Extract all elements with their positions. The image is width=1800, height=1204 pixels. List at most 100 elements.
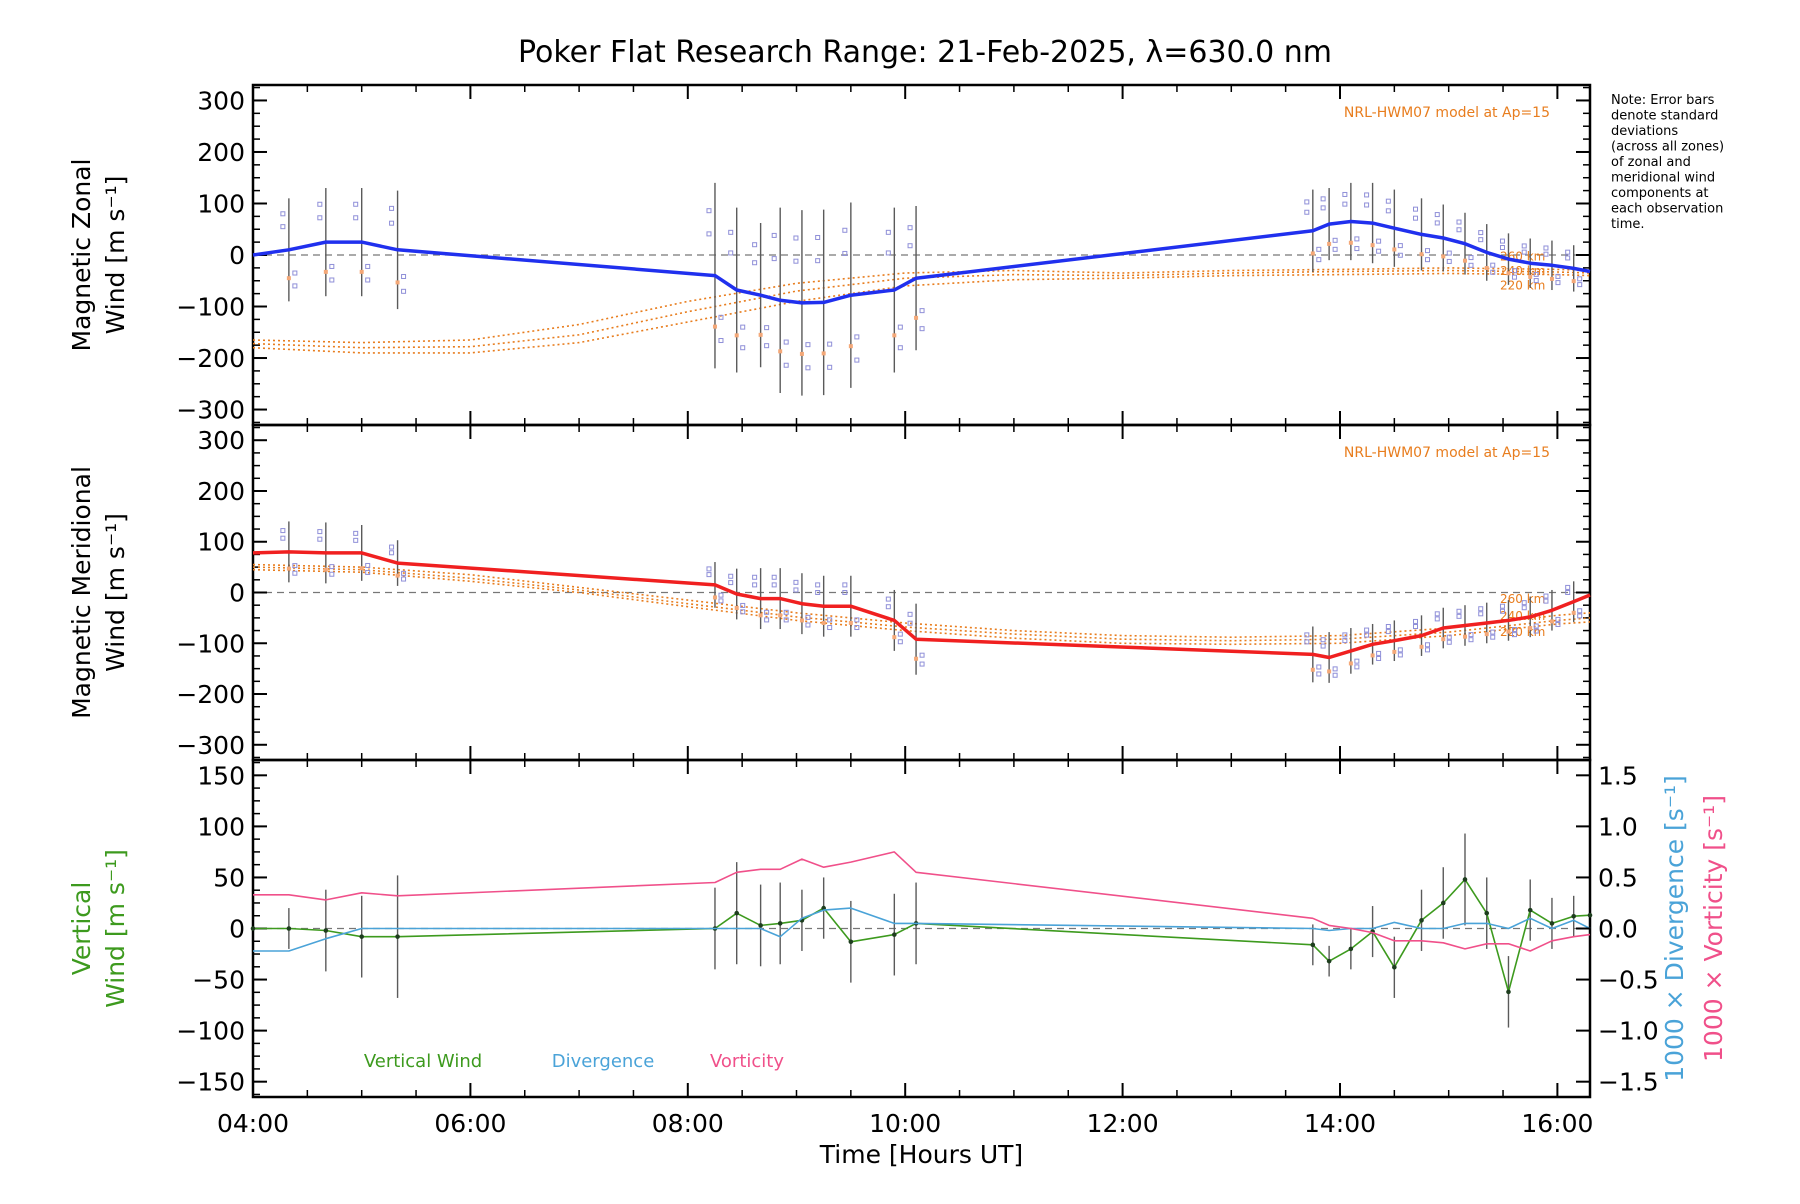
sample-marker <box>1478 230 1484 236</box>
sample-marker <box>1304 639 1310 645</box>
sample-marker <box>793 579 799 585</box>
x-tick-label: 14:00 <box>1304 1109 1376 1138</box>
sample-marker <box>771 574 777 580</box>
y-tick-label: −200 <box>176 680 245 709</box>
model-sample-marker <box>1528 626 1533 631</box>
x-tick-label: 04:00 <box>217 1109 289 1138</box>
y2-tick-label: 1.0 <box>1598 812 1638 841</box>
model-sample-marker <box>1441 254 1446 259</box>
sample-marker <box>1304 209 1310 215</box>
model-sample-marker <box>1549 619 1554 624</box>
model-sample-marker <box>323 567 328 572</box>
data-point <box>758 923 763 928</box>
data-point <box>323 928 329 933</box>
data-point <box>892 932 897 937</box>
sample-marker <box>805 365 811 371</box>
sample-marker <box>280 535 286 541</box>
model-sample-marker <box>1571 610 1576 615</box>
series-line-zonal-wind <box>252 219 1591 305</box>
sample-marker <box>827 341 833 347</box>
model-sample-marker <box>914 315 919 320</box>
y-axis-label-line2: Wind [m s⁻¹] <box>101 513 130 672</box>
model-sample-marker <box>323 269 328 274</box>
sample-marker <box>764 325 770 331</box>
model-sample-marker <box>1419 252 1424 257</box>
sample-marker <box>1468 632 1474 638</box>
sample-marker <box>740 345 746 351</box>
sample-marker <box>885 250 891 256</box>
model-sample-marker <box>1327 669 1332 674</box>
sample-marker <box>1543 598 1549 604</box>
model-sample-marker <box>1327 241 1332 246</box>
sample-marker <box>317 529 323 535</box>
sample-marker <box>1316 257 1322 263</box>
sample-marker <box>1342 201 1348 207</box>
sample-marker <box>1468 255 1474 261</box>
sample-marker <box>1332 237 1338 243</box>
sample-marker <box>718 314 724 320</box>
y-axis-label-line1: Magnetic Meridional <box>67 466 96 719</box>
sample-marker <box>1397 252 1403 258</box>
sample-marker <box>752 574 758 580</box>
sample-marker <box>280 224 286 230</box>
sample-marker <box>1533 623 1539 629</box>
sample-marker <box>1456 227 1462 233</box>
sample-marker <box>1521 249 1527 255</box>
sample-marker <box>1332 246 1338 252</box>
model-sample-marker <box>1392 649 1397 654</box>
model-sample-marker <box>359 566 364 571</box>
y-tick-label: 0 <box>229 579 245 608</box>
model-curve <box>252 269 1591 349</box>
model-sample-marker <box>799 618 804 623</box>
data-point <box>1348 946 1354 952</box>
sample-marker <box>1385 629 1391 635</box>
y2-tick-label: 0.0 <box>1598 915 1638 944</box>
model-sample-marker <box>1462 634 1467 639</box>
model-sample-marker <box>758 332 763 337</box>
sample-marker <box>815 590 821 595</box>
sample-marker <box>353 201 359 207</box>
sample-marker <box>718 598 724 604</box>
sample-marker <box>793 258 799 264</box>
sample-marker <box>1364 632 1370 638</box>
sample-marker <box>919 652 925 658</box>
sample-marker <box>1354 236 1360 242</box>
y-axis-label-line2: Wind [m s⁻¹] <box>101 849 130 1008</box>
data-point <box>1527 907 1533 913</box>
sample-marker <box>1533 271 1539 277</box>
sample-marker <box>815 582 821 588</box>
sample-marker <box>1316 671 1322 677</box>
sample-marker <box>1413 624 1419 630</box>
series-line-vorticity <box>253 851 1591 952</box>
model-sample-marker <box>712 324 717 329</box>
sample-marker <box>752 582 758 588</box>
sample-marker <box>292 570 298 576</box>
sample-marker <box>1425 248 1431 254</box>
sample-marker <box>842 227 848 233</box>
sample-marker <box>752 260 758 266</box>
data-point <box>1419 918 1424 923</box>
model-altitude-label: 260 km <box>1500 592 1545 606</box>
sample-marker <box>1499 603 1505 609</box>
note-line: of zonal and <box>1611 155 1691 170</box>
sample-marker <box>1565 584 1571 590</box>
chart-title: Poker Flat Research Range: 21-Feb-2025, … <box>518 35 1332 70</box>
y2-axis-label-divergence: 1000 × Divergence [s⁻¹] <box>1660 775 1689 1082</box>
model-sample-marker <box>778 349 783 354</box>
y-tick-label: 150 <box>197 761 245 790</box>
sample-marker <box>706 231 712 237</box>
sample-marker <box>1533 628 1539 634</box>
y-tick-label: −100 <box>176 1017 245 1046</box>
y-tick-label: −300 <box>176 396 245 425</box>
y2-tick-label: 1.5 <box>1598 761 1638 790</box>
sample-marker <box>1413 618 1419 624</box>
sample-marker <box>280 211 286 217</box>
note-line: time. <box>1611 217 1645 232</box>
sample-marker <box>401 274 407 280</box>
sample-marker <box>1397 647 1403 653</box>
sample-marker <box>1320 637 1326 643</box>
sample-marker <box>793 587 799 593</box>
y-axis-label-line1: Magnetic Zonal <box>67 159 96 352</box>
sample-marker <box>1490 262 1496 268</box>
model-sample-marker <box>1571 279 1576 284</box>
